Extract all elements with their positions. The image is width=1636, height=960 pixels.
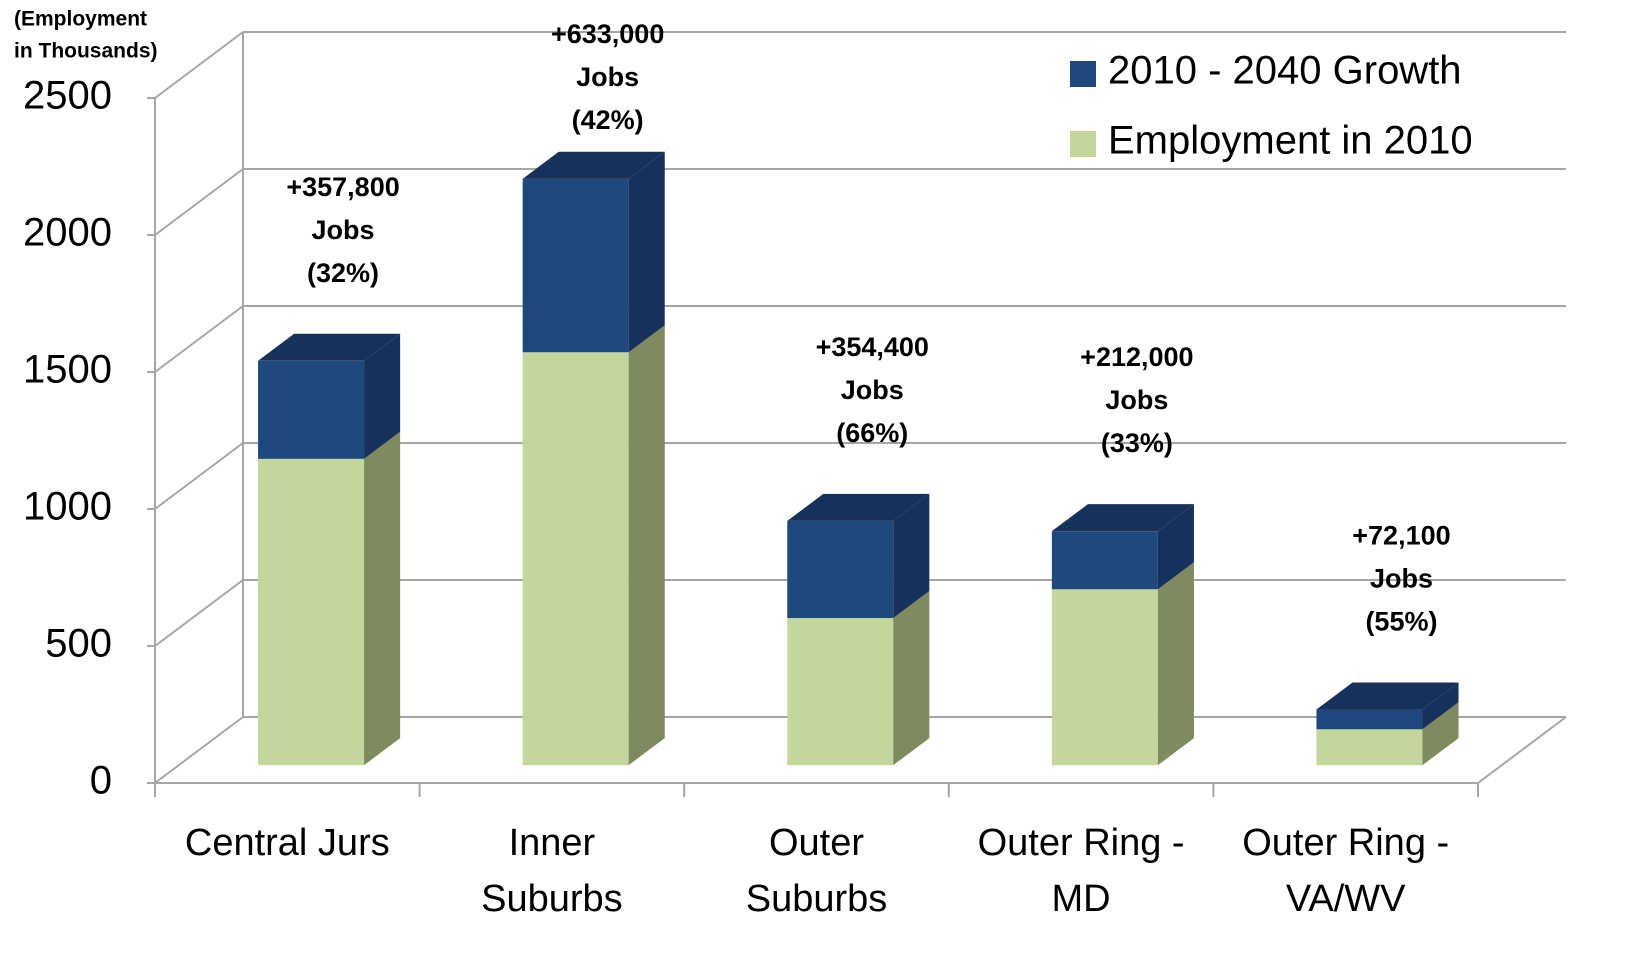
x-tick-label: Outer Ring -: [1242, 822, 1449, 864]
x-tick-label: Central Jurs: [185, 822, 390, 864]
bar-top: [787, 493, 930, 521]
annotation-unit: Jobs: [312, 215, 375, 245]
bar-side: [364, 431, 401, 766]
grid-line: [154, 305, 244, 373]
legend-swatch: [1070, 131, 1096, 157]
legend-swatch: [1070, 61, 1096, 87]
y-axis-label: in Thousands): [14, 40, 158, 63]
bar-top: [522, 151, 665, 179]
annotation-unit: Jobs: [1105, 385, 1168, 415]
y-tick-label: 2500: [23, 74, 112, 118]
bar-front: [1316, 729, 1423, 766]
y-tick-label: 0: [90, 759, 112, 803]
bar-front: [787, 618, 894, 766]
bar-front: [522, 352, 629, 766]
bar-front: [1051, 531, 1158, 590]
grid-line: [154, 168, 244, 236]
bar-side: [893, 590, 930, 766]
bar-front: [787, 520, 894, 619]
bar-top: [1051, 504, 1194, 532]
bar-side: [628, 325, 665, 766]
bar-side: [628, 151, 665, 353]
y-tick-label: 1000: [23, 485, 112, 529]
y-axis-label: (Employment: [14, 8, 147, 31]
annotation-percent: (32%): [307, 258, 379, 288]
bar-side: [1157, 562, 1194, 766]
bar-front: [258, 458, 365, 766]
annotation-unit: Jobs: [841, 375, 904, 405]
annotation-value: +212,000: [1080, 342, 1193, 372]
annotation-percent: (55%): [1365, 607, 1437, 637]
x-tick-label: Inner: [509, 822, 596, 864]
bar-top: [1316, 682, 1459, 710]
grid-line: [154, 716, 244, 784]
bar-front: [258, 360, 365, 459]
annotation-percent: (42%): [572, 105, 644, 135]
bar-front: [1316, 709, 1423, 730]
x-tick-label: Outer: [769, 822, 864, 864]
legend-label: Employment in 2010: [1108, 119, 1473, 163]
bar-side: [1422, 702, 1459, 766]
bar-front: [1051, 589, 1158, 766]
grid-line: [154, 31, 244, 99]
bar-front: [522, 178, 629, 353]
annotation-unit: Jobs: [1370, 564, 1433, 594]
grid-line: [154, 442, 244, 510]
annotation-value: +72,100: [1352, 521, 1450, 551]
floor-right: [1477, 716, 1567, 784]
x-tick-label: MD: [1052, 878, 1111, 920]
x-tick-label: Outer Ring -: [978, 822, 1185, 864]
grid-line: [154, 579, 244, 647]
annotation-percent: (33%): [1101, 428, 1173, 458]
x-tick-label: Suburbs: [746, 878, 888, 920]
bar-top: [258, 333, 401, 361]
annotation-value: +633,000: [551, 19, 664, 49]
annotation-value: +354,400: [816, 332, 929, 362]
legend-label: 2010 - 2040 Growth: [1108, 49, 1462, 93]
bar-side: [893, 493, 930, 619]
y-tick-label: 1500: [23, 348, 112, 392]
x-tick-label: VA/WV: [1286, 878, 1406, 920]
y-tick-label: 500: [45, 622, 112, 666]
x-tick-label: Suburbs: [481, 878, 623, 920]
annotation-value: +357,800: [286, 172, 399, 202]
annotation-percent: (66%): [836, 418, 908, 448]
bar-side: [1157, 504, 1194, 590]
bar-side: [364, 333, 401, 459]
bar-side: [1422, 682, 1459, 730]
y-tick-label: 2000: [23, 211, 112, 255]
annotation-unit: Jobs: [576, 62, 639, 92]
